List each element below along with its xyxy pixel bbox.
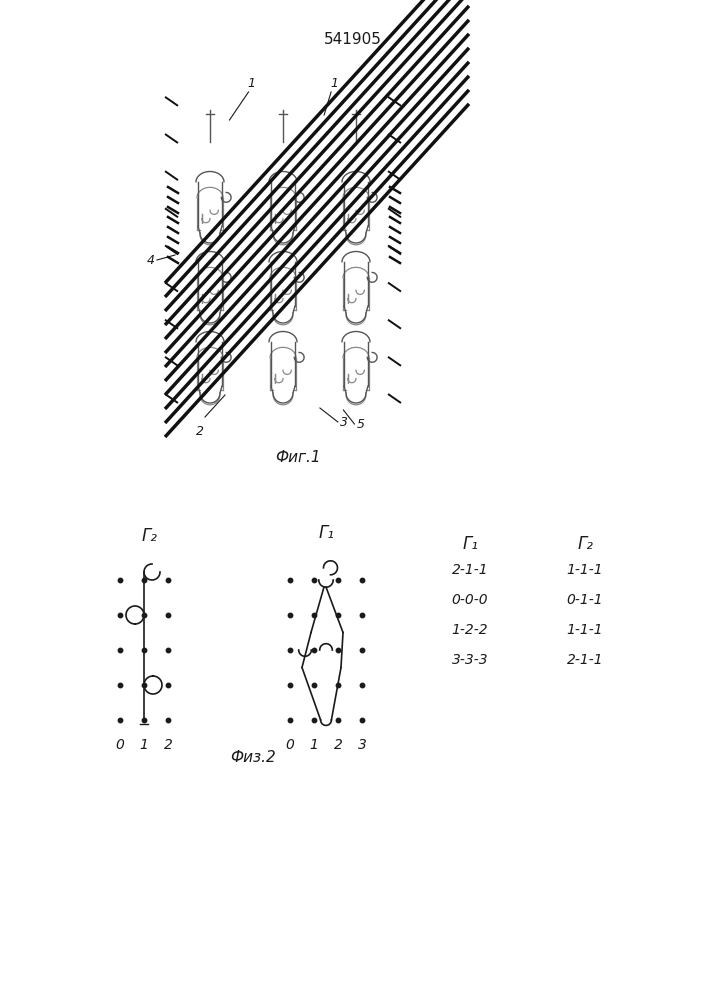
Text: 0: 0	[115, 738, 124, 752]
Text: 0-0-0: 0-0-0	[452, 593, 489, 607]
Text: 2-1-1: 2-1-1	[452, 563, 489, 577]
Text: 2: 2	[163, 738, 173, 752]
Text: 3: 3	[358, 738, 366, 752]
Text: 1: 1	[247, 77, 255, 90]
Text: Γ₂: Γ₂	[141, 527, 157, 545]
Text: Γ₁: Γ₁	[318, 524, 334, 542]
Text: 2-1-1: 2-1-1	[567, 653, 603, 667]
Text: 3: 3	[340, 416, 348, 430]
Text: Γ₂: Γ₂	[577, 535, 593, 553]
Text: 1: 1	[310, 738, 318, 752]
Text: 1: 1	[139, 738, 148, 752]
Text: 1-2-2: 1-2-2	[452, 623, 489, 637]
Text: Γ₁: Γ₁	[462, 535, 478, 553]
Text: Фиг.1: Фиг.1	[275, 450, 320, 465]
Text: 3-3-3: 3-3-3	[452, 653, 489, 667]
Text: 0: 0	[286, 738, 294, 752]
Text: Физ.2: Физ.2	[230, 750, 276, 765]
Text: 2: 2	[196, 425, 204, 438]
Text: 541905: 541905	[324, 32, 382, 47]
Text: 1: 1	[330, 77, 338, 90]
Text: 0-1-1: 0-1-1	[567, 593, 603, 607]
Text: 1-1-1: 1-1-1	[567, 563, 603, 577]
Text: 2: 2	[334, 738, 342, 752]
Text: 1-1-1: 1-1-1	[567, 623, 603, 637]
Text: 5: 5	[356, 418, 364, 432]
Text: 4: 4	[147, 253, 155, 266]
